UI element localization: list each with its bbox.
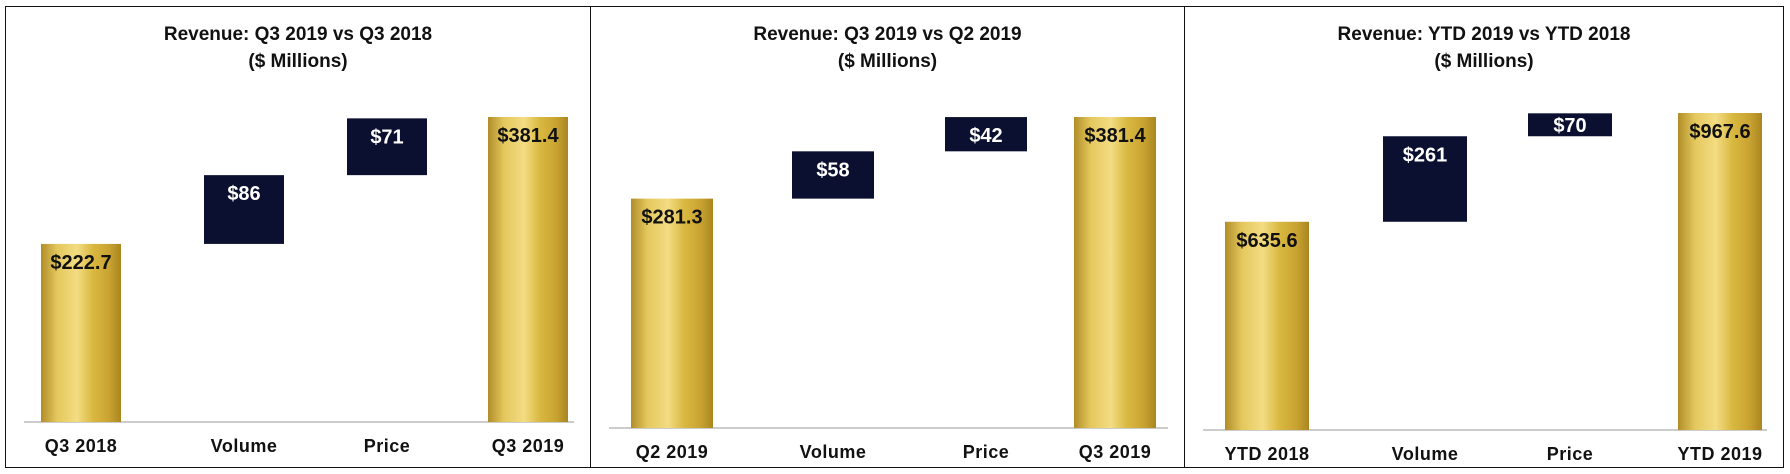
chart-panel-ytd: Revenue: YTD 2019 vs YTD 2018 ($ Million…: [1184, 6, 1784, 468]
data-label: $381.4: [1084, 125, 1146, 147]
data-label: $261: [1403, 144, 1448, 166]
chart-panel-q3-vs-q2: Revenue: Q3 2019 vs Q2 2019 ($ Millions)…: [590, 6, 1185, 468]
x-tick-label: YTD 2019: [1677, 444, 1762, 464]
total-bar: [1074, 117, 1156, 428]
data-label: $967.6: [1689, 121, 1750, 143]
data-label: $281.3: [641, 207, 702, 229]
change-bar: [347, 118, 427, 176]
chart-subtitle: ($ Millions): [248, 51, 348, 72]
chart-title: Revenue: Q3 2019 vs Q3 2018: [163, 24, 433, 45]
total-bar: [1225, 221, 1309, 430]
x-tick-label: Q3 2019: [1079, 442, 1152, 462]
data-label: $86: [227, 183, 260, 205]
chart-title-block: Revenue: Q3 2019 vs Q2 2019 ($ Millions): [591, 21, 1184, 75]
data-label: $222.7: [50, 252, 111, 274]
data-label: $70: [1553, 115, 1586, 137]
x-tick-label: Q3 2018: [45, 436, 118, 456]
chart-plot: $222.7 Q3 2018 $86 Volume $71 Price $381.4 Q3 2…: [24, 117, 574, 456]
chart-subtitle: ($ Millions): [837, 51, 938, 72]
total-bar: [631, 198, 713, 428]
total-bar: [488, 117, 568, 422]
chart-subtitle: ($ Millions): [1434, 51, 1534, 72]
data-label: $71: [370, 126, 403, 148]
x-tick-label: Q3 2019: [492, 436, 565, 456]
x-tick-label: Price: [364, 436, 411, 456]
chart-panel-q3-vs-q3: Revenue: Q3 2019 vs Q3 2018 ($ Millions)…: [5, 6, 591, 468]
data-label: $58: [816, 159, 849, 181]
change-bar: [945, 117, 1027, 152]
data-label: $42: [969, 125, 1002, 147]
chart-plot: $281.3 Q2 2019 $58 Volume $42 Price $381.4 Q3 2…: [609, 117, 1168, 462]
x-tick-label: YTD 2018: [1224, 444, 1309, 464]
x-tick-label: Volume: [800, 442, 867, 462]
x-tick-label: Price: [1547, 444, 1594, 464]
change-bar: [1383, 136, 1467, 222]
change-bar: [204, 175, 284, 244]
total-bar: [1678, 113, 1762, 430]
chart-title: Revenue: Q3 2019 vs Q2 2019: [753, 24, 1022, 45]
x-tick-label: Volume: [1392, 444, 1459, 464]
x-tick-label: Q2 2019: [636, 442, 709, 462]
chart-plot: $635.6 YTD 2018 $261 Volume $70 Price $967.6 YT…: [1203, 113, 1767, 464]
chart-title-block: Revenue: YTD 2019 vs YTD 2018 ($ Million…: [1185, 21, 1783, 75]
change-bar: [1528, 113, 1612, 137]
data-label: $381.4: [497, 125, 559, 147]
x-tick-label: Volume: [211, 436, 278, 456]
chart-title: Revenue: YTD 2019 vs YTD 2018: [1337, 24, 1631, 45]
chart-title-block: Revenue: Q3 2019 vs Q3 2018 ($ Millions): [6, 21, 590, 75]
change-bar: [792, 151, 874, 199]
x-tick-label: Price: [963, 442, 1010, 462]
data-label: $635.6: [1236, 230, 1297, 252]
total-bar: [41, 243, 121, 422]
